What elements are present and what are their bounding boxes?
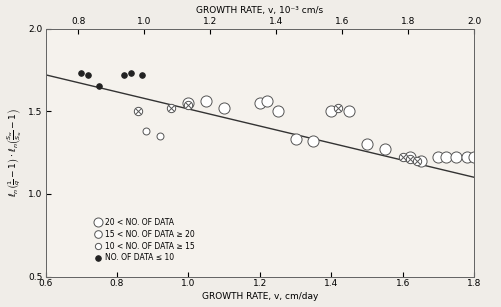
X-axis label: GROWTH RATE, v, cm/day: GROWTH RATE, v, cm/day bbox=[201, 293, 318, 301]
Y-axis label: $\ell_n\left(\frac{1}{q}-1\right)\cdot\ell_n\left(\frac{S_w}{S_\infty}-1\right)$: $\ell_n\left(\frac{1}{q}-1\right)\cdot\e… bbox=[6, 108, 24, 197]
X-axis label: GROWTH RATE, v, 10⁻³ cm/s: GROWTH RATE, v, 10⁻³ cm/s bbox=[196, 6, 323, 14]
Legend: 20 < NO. OF DATA, 15 < NO. OF DATA ≥ 20, 10 < NO. OF DATA ≥ 15, NO. OF DATA ≤ 10: 20 < NO. OF DATA, 15 < NO. OF DATA ≥ 20,… bbox=[92, 215, 197, 265]
